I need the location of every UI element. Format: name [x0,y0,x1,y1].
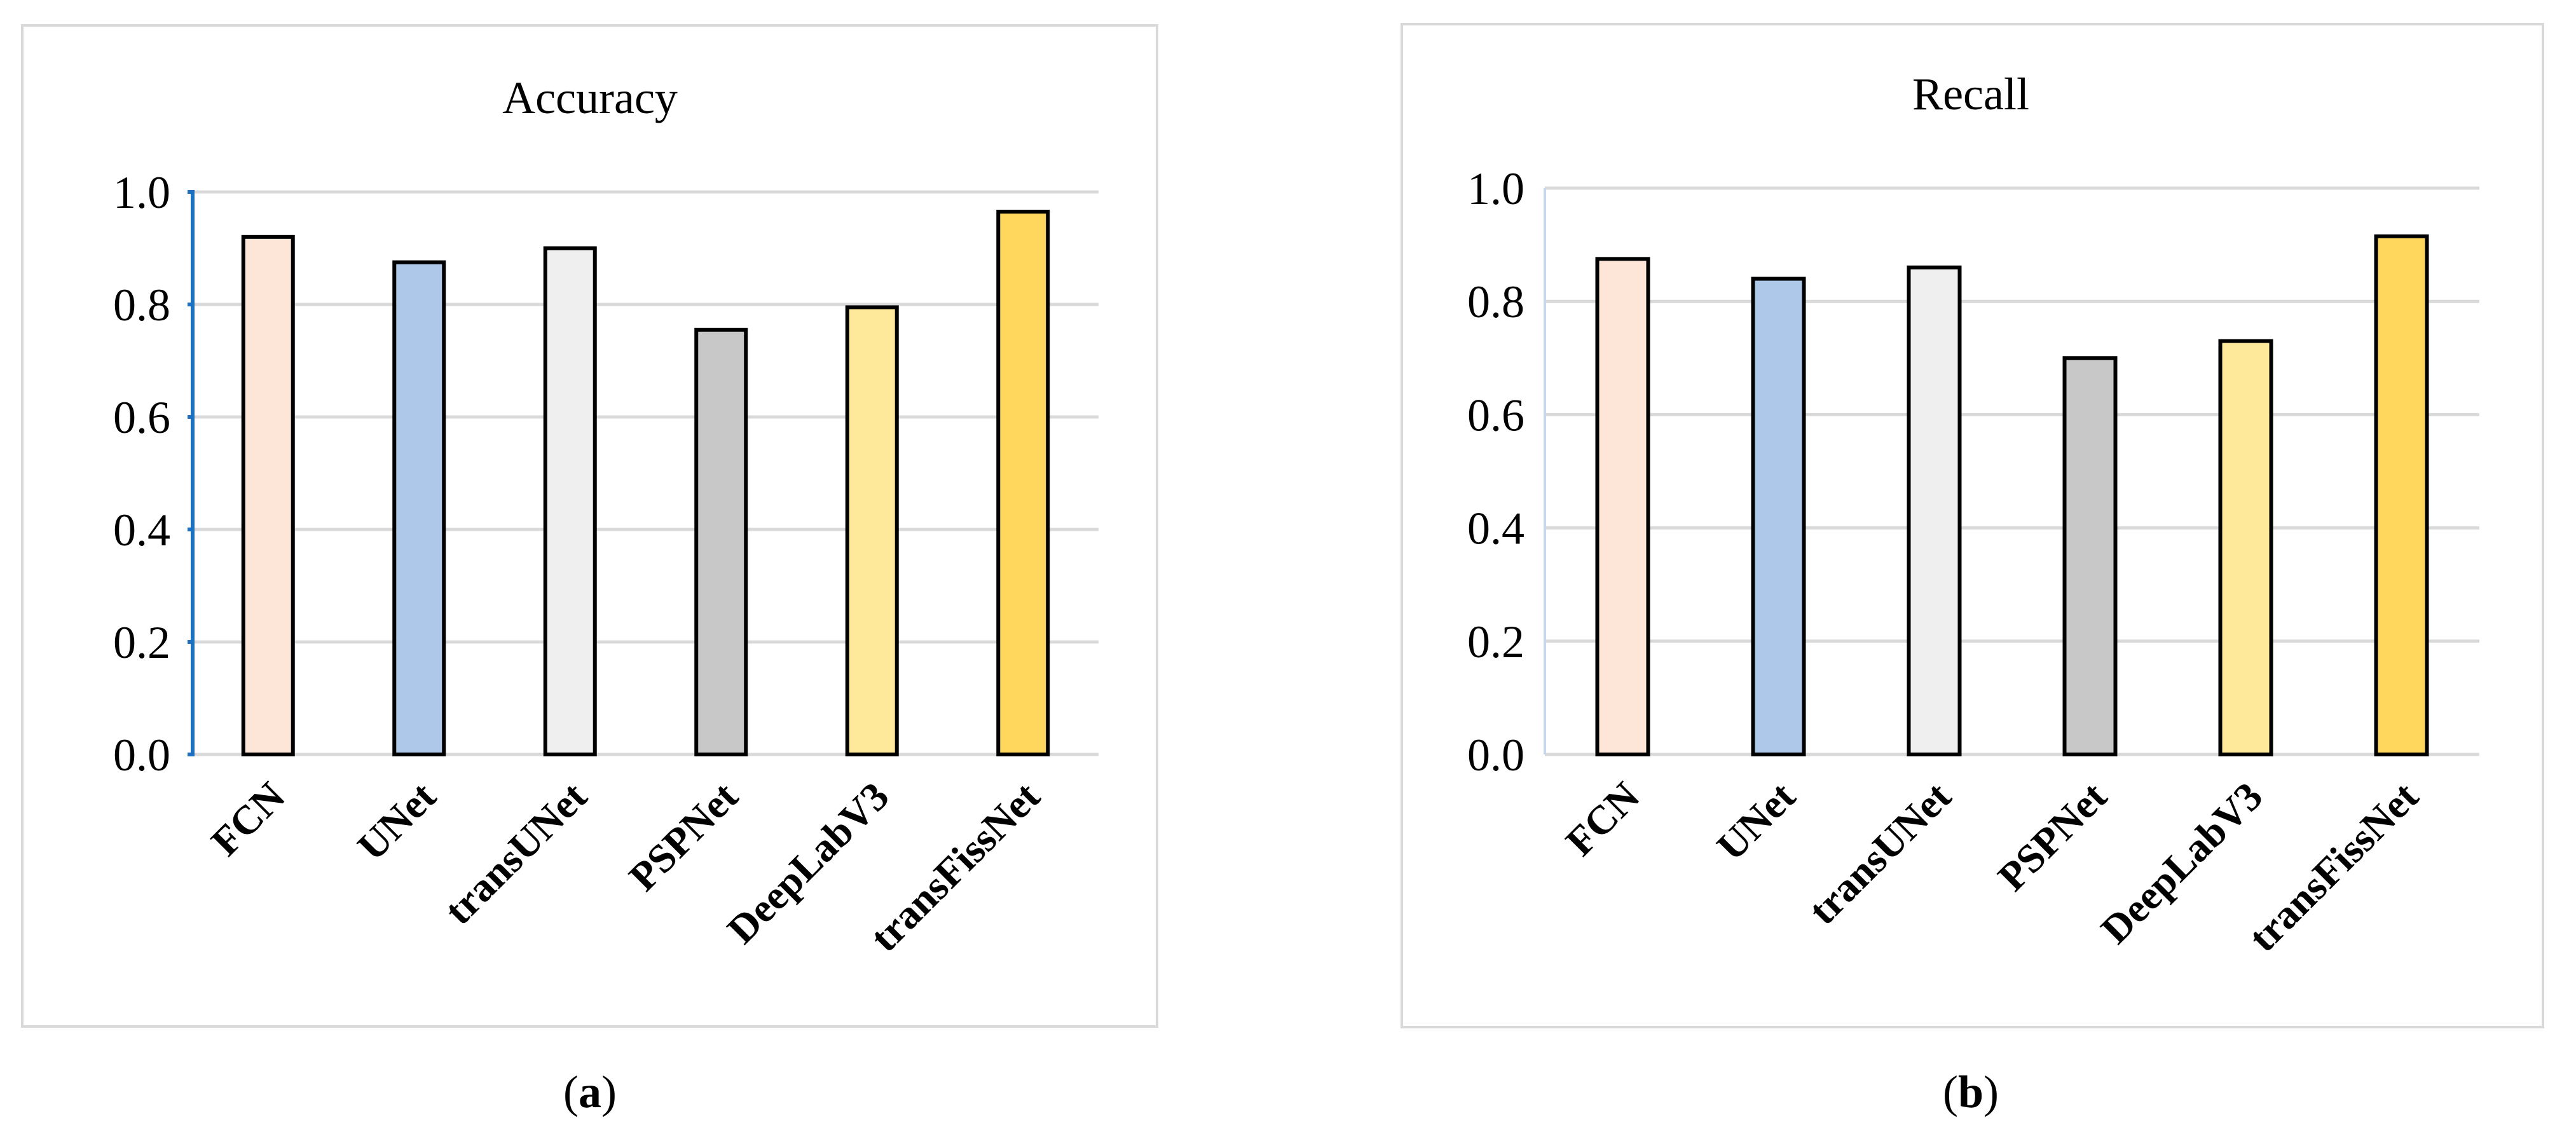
caption-open-b: ( [1943,1067,1958,1117]
bar-deeplabv3 [845,305,899,756]
gridlines-a [193,190,1099,756]
y-tick-labels-b: 0.0 0.2 0.4 0.6 0.8 1.0 [1467,163,1524,781]
gridlines-b [1545,186,2479,756]
caption-close-b: ) [1983,1067,1999,1117]
bar-transunet [543,246,597,756]
caption-close-a: ) [601,1067,617,1117]
y-tick-label: 0.6 [1467,390,1524,440]
caption-letter-a: a [579,1067,601,1117]
y-tick-label: 0.8 [1467,276,1524,327]
bar-fcn [1595,257,1650,756]
chart-title-a: Accuracy [502,72,678,123]
bars-a [241,209,1050,757]
bar-pspnet [2062,356,2118,756]
bar-deeplabv3 [2218,339,2273,756]
bars-b [1595,234,2429,756]
y-tick-label: 0.4 [1467,503,1524,554]
bar-unet [392,260,446,756]
y-tick-label: 0.2 [113,617,170,668]
y-tick-label: 0.8 [113,280,170,331]
bar-transfissnet [996,209,1050,757]
chart-panel-b: Recall 0.00.20.40.60.81.0 FCN UNettransUN… [1401,23,2544,1028]
y-tick-label: 0.2 [1467,617,1524,667]
y-tick-label: 0.0 [113,730,170,781]
caption-letter-b: b [1958,1067,1983,1117]
caption-open-a: ( [563,1067,579,1117]
panel-caption-b: (b) [1943,1067,1999,1117]
y-tick-label: 0.4 [113,505,170,556]
chart-panel-a: Accuracy 0.00.20.40.60.81.0 FCN UNettrans… [21,24,1158,1028]
y-tick-labels-a: 0.0 0.2 0.4 0.6 0.8 1.0 [113,167,170,781]
bar-unet [1751,276,1806,756]
chart-title-b: Recall [1912,69,2029,119]
bar-transfissnet [2374,234,2429,756]
bar-pspnet [694,327,748,756]
y-tick-label: 0.0 [1467,730,1524,781]
bar-fcn [241,235,295,756]
y-tick-label: 1.0 [1467,163,1524,214]
chart-frame-b [1401,23,2544,1028]
panel-caption-a: (a) [563,1067,617,1117]
y-tick-label: 0.6 [113,392,170,443]
y-tick-label: 1.0 [113,167,170,218]
y-tick-marks-a [188,190,195,756]
bar-transunet [1907,265,1962,756]
